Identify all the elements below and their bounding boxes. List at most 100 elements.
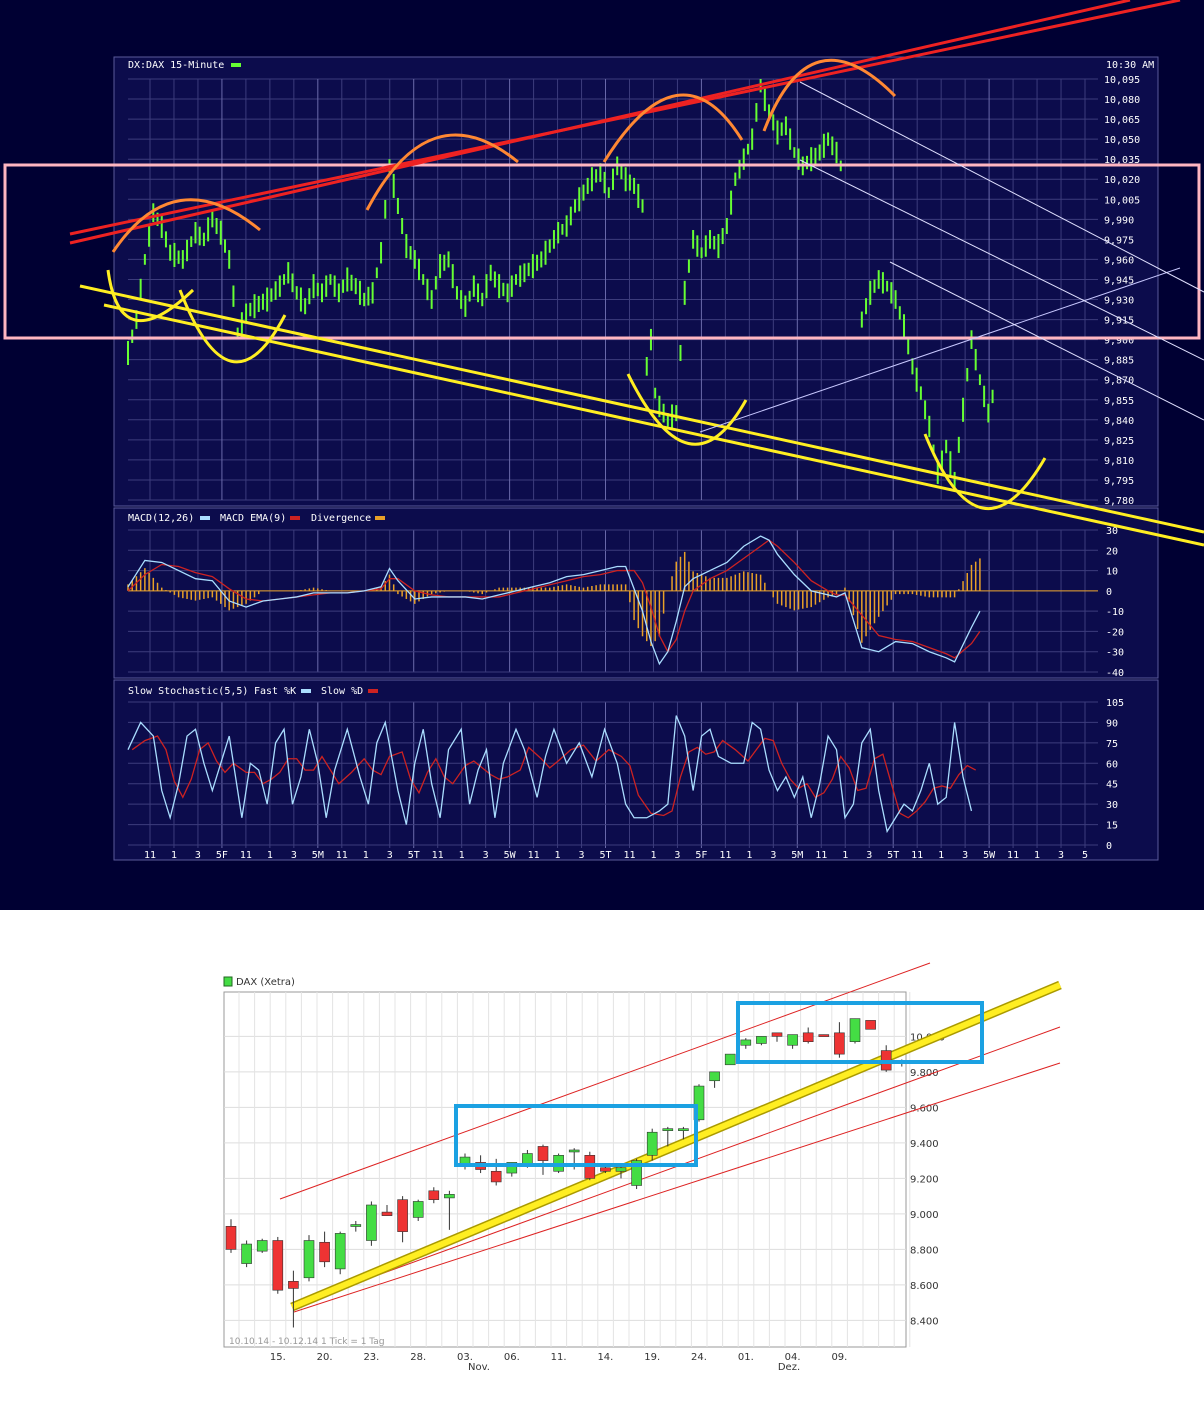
time-tick-label: 1 bbox=[459, 850, 465, 861]
daily-x-label: 20. bbox=[317, 1352, 333, 1363]
time-tick-label: 3 bbox=[483, 850, 489, 861]
time-tick-label: 11 bbox=[815, 850, 827, 861]
daily-x-label: 06. bbox=[504, 1352, 520, 1363]
downtrend-channel-mid bbox=[799, 159, 1204, 361]
candle-up bbox=[693, 1085, 705, 1121]
macd-ema-label: MACD EMA(9) bbox=[220, 513, 286, 524]
daily-x-label: 24. bbox=[691, 1352, 707, 1363]
daily-x-label: 15. bbox=[270, 1352, 286, 1363]
candle-up bbox=[506, 1162, 518, 1174]
daily-y-label: 9.200 bbox=[910, 1174, 939, 1185]
daily-y-label: 8.400 bbox=[910, 1316, 939, 1327]
daily-y-label: 8.800 bbox=[910, 1245, 939, 1256]
fast-k-swatch bbox=[301, 689, 311, 693]
ema-swatch bbox=[290, 516, 300, 520]
daily-x-label: 09. bbox=[831, 1352, 847, 1363]
candle-up bbox=[756, 1036, 767, 1044]
slow-d-line bbox=[131, 735, 977, 819]
time-tick-label: 5M bbox=[791, 850, 803, 861]
candle-down bbox=[428, 1190, 440, 1200]
time-tick-label: 5T bbox=[408, 850, 420, 861]
time-tick-label: 1 bbox=[842, 850, 848, 861]
daily-x-label: 11. bbox=[551, 1352, 567, 1363]
time-tick-label: 5W bbox=[504, 850, 517, 861]
daily-footer: 10.10.14 - 10.12.14 1 Tick = 1 Tag bbox=[229, 1337, 385, 1347]
grid-lines bbox=[128, 78, 1098, 848]
candle-up bbox=[412, 1201, 424, 1218]
month-label-dez: Dez. bbox=[778, 1362, 800, 1373]
divergence-label: Divergence bbox=[311, 513, 371, 524]
macd-tick-label: -30 bbox=[1106, 648, 1124, 659]
price-tick-label: 10,065 bbox=[1104, 115, 1140, 126]
candle-up bbox=[350, 1224, 362, 1227]
daily-x-ticks: 15. 20. 23. 28. 03. 06. 11. 14. 19. 24. 01. 04. 09. bbox=[270, 1352, 848, 1363]
time-tick-label: 5F bbox=[216, 850, 228, 861]
time-tick-label: 1 bbox=[746, 850, 752, 861]
price-tick-label: 9,855 bbox=[1104, 396, 1134, 407]
stochastic-pane bbox=[113, 679, 1159, 861]
candle-up bbox=[678, 1128, 689, 1131]
price-tick-label: 10,005 bbox=[1104, 195, 1140, 206]
candle-down bbox=[288, 1281, 299, 1289]
time-axis-ticks: 11 1 3 5F 11 1 3 5M 11 1 3 5T 11 1 3 5W 11 1 3 5T 11 1 3 5F 11 1 3… bbox=[144, 850, 1088, 861]
time-tick-label: 11 bbox=[432, 850, 444, 861]
candle-down bbox=[600, 1167, 611, 1172]
macd-tick-label: -40 bbox=[1106, 668, 1124, 679]
candle-down bbox=[490, 1170, 502, 1183]
macd-tick-label: 10 bbox=[1106, 567, 1118, 578]
fast-k-line bbox=[127, 715, 973, 834]
time-tick-label: 1 bbox=[650, 850, 656, 861]
price-legend-swatch bbox=[231, 63, 241, 67]
time-tick-label: 5T bbox=[599, 850, 611, 861]
yellow-arc-3 bbox=[626, 373, 748, 446]
candle-down bbox=[397, 1199, 408, 1232]
intraday-chart-panel: 10,095 10,080 10,065 10,050 10,035 10,020 10,0… bbox=[0, 0, 1204, 910]
daily-x-label: 03. bbox=[457, 1352, 473, 1363]
candle-down bbox=[225, 1225, 237, 1250]
pink-range-box bbox=[3, 163, 1201, 340]
daily-x-label: 04. bbox=[785, 1352, 801, 1363]
daily-y-ticks: 10.0009.8009.6009.4009.2009.0008.8008.60… bbox=[910, 1032, 945, 1327]
blue-box-november bbox=[454, 1104, 698, 1167]
daily-y-label: 8.600 bbox=[910, 1281, 939, 1292]
price-pane bbox=[113, 56, 1159, 507]
yellow-support-line bbox=[290, 982, 1062, 1310]
yellow-arc-4 bbox=[923, 433, 1047, 511]
candle-up bbox=[709, 1071, 720, 1082]
yellow-arc-2 bbox=[178, 289, 287, 364]
daily-x-label: 01. bbox=[738, 1352, 754, 1363]
candle-up bbox=[303, 1240, 315, 1279]
price-tick-label: 10,050 bbox=[1104, 135, 1140, 146]
time-tick-label: 11 bbox=[240, 850, 252, 861]
candle-up bbox=[646, 1131, 658, 1156]
candle-up bbox=[256, 1240, 268, 1252]
yellow-trend-line-2 bbox=[103, 303, 1204, 547]
yellow-trend-line-1 bbox=[79, 284, 1204, 534]
daily-y-label: 9.000 bbox=[910, 1210, 939, 1221]
candle-up bbox=[334, 1233, 346, 1270]
time-tick-label: 3 bbox=[1058, 850, 1064, 861]
daily-x-label: 14. bbox=[597, 1352, 613, 1363]
price-tick-label: 9,795 bbox=[1104, 476, 1134, 487]
blue-box-december bbox=[736, 1001, 984, 1064]
daily-title: DAX (Xetra) bbox=[236, 977, 295, 988]
time-tick-label: 1 bbox=[267, 850, 273, 861]
daily-y-label: 9.600 bbox=[910, 1103, 939, 1114]
yellow-arc-1 bbox=[106, 269, 195, 323]
price-tick-label: 9,780 bbox=[1104, 496, 1134, 507]
time-tick-label: 3 bbox=[387, 850, 393, 861]
time-tick-label: 5W bbox=[983, 850, 996, 861]
stoch-tick-label: 30 bbox=[1106, 800, 1118, 811]
stochastic-label: Slow Stochastic(5,5) bbox=[128, 686, 248, 697]
candle-up bbox=[444, 1194, 455, 1199]
price-tick-label: 10,080 bbox=[1104, 95, 1140, 106]
chart-title: DX:DAX 15-Minute bbox=[128, 60, 224, 71]
time-tick-label: 5F bbox=[695, 850, 707, 861]
time-tick-label: 1 bbox=[1034, 850, 1040, 861]
candle-up bbox=[724, 1053, 736, 1066]
candle-down bbox=[818, 1034, 830, 1037]
fast-k-label: Fast %K bbox=[254, 686, 296, 697]
time-tick-label: 11 bbox=[528, 850, 540, 861]
candle-up bbox=[615, 1167, 627, 1172]
candle-down bbox=[272, 1240, 284, 1291]
